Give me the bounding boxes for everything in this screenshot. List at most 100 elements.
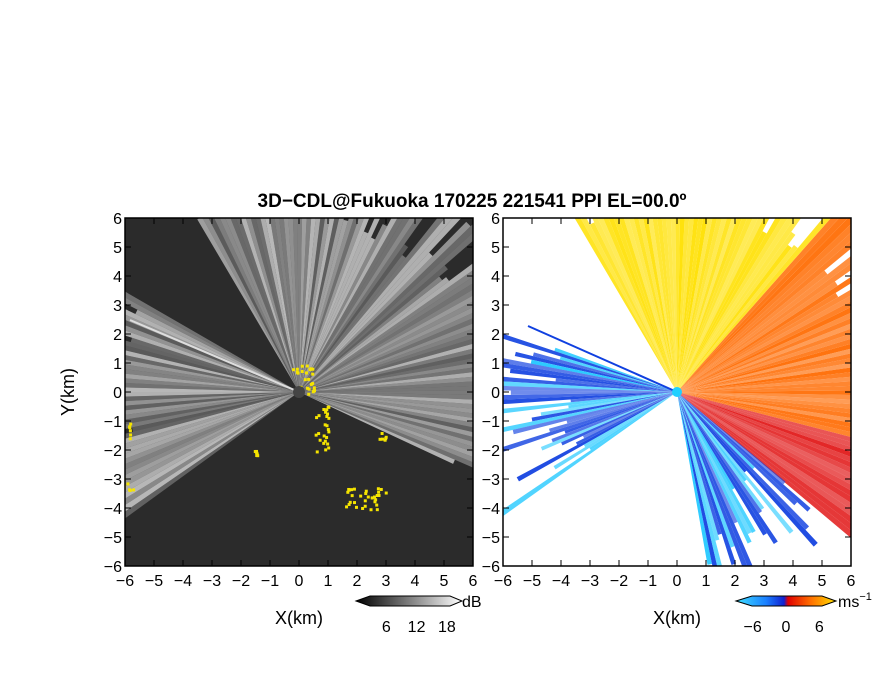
backscatter-echo-pixel <box>380 437 384 441</box>
velocity-beam-ray <box>503 381 677 392</box>
backscatter-beam-ray <box>299 221 471 392</box>
backscatter-echo-pixel <box>323 439 327 443</box>
backscatter-beam-ray <box>125 350 299 392</box>
velocity-beam-ray <box>677 392 756 534</box>
velocity-beam-ray <box>581 218 677 392</box>
velocity-beam-ray <box>503 392 677 452</box>
backscatter-y-tick-label: −1 <box>104 414 122 431</box>
velocity-beam-ray <box>677 392 851 437</box>
velocity-beam-ray <box>677 348 851 392</box>
velocity-beam-ray <box>677 392 810 530</box>
backscatter-echo-pixel <box>315 450 319 454</box>
backscatter-beam-ray <box>125 345 299 392</box>
backscatter-echo-pixel <box>326 412 330 416</box>
backscatter-beam-ray <box>125 392 299 397</box>
velocity-y-tick-label: 5 <box>491 240 500 257</box>
velocity-beam-ray <box>677 231 767 392</box>
velocity-beam-ray <box>677 392 738 524</box>
velocity-beam-ray <box>677 392 720 541</box>
backscatter-beam-ray <box>235 218 299 392</box>
backscatter-beam-ray <box>125 369 299 392</box>
backscatter-echo-pixel <box>380 431 384 435</box>
backscatter-beam-ray <box>297 218 303 392</box>
backscatter-echo-pixel <box>311 372 315 376</box>
backscatter-beam-ray <box>125 387 299 392</box>
backscatter-beam-ray <box>299 392 473 409</box>
velocity-y-tick-label: −3 <box>482 472 500 489</box>
velocity-x-tick-label: −1 <box>639 573 657 590</box>
velocity-beam-ray <box>677 392 794 534</box>
backscatter-beam-ray <box>135 309 299 392</box>
backscatter-y-tick-label: 0 <box>113 385 122 402</box>
backscatter-beam-ray <box>288 218 299 392</box>
velocity-y-tick-label: −6 <box>482 559 500 576</box>
velocity-beam-ray <box>677 392 851 491</box>
backscatter-echo-pixel <box>377 490 381 494</box>
backscatter-echo-pixel <box>256 454 260 458</box>
colorbar-tick-label: 18 <box>438 619 456 636</box>
backscatter-echo-pixel <box>348 500 352 504</box>
backscatter-x-tick-label: 3 <box>382 573 391 590</box>
backscatter-beam-ray <box>125 330 299 392</box>
backscatter-beam-ray <box>299 367 473 392</box>
backscatter-echo-pixel <box>352 487 356 491</box>
backscatter-echo-pixel <box>375 494 379 498</box>
backscatter-y-tick-label: 3 <box>113 298 122 315</box>
velocity-beam-ray <box>677 385 851 392</box>
backscatter-echo-pixel <box>364 491 368 495</box>
figure-title: 3D−CDL@Fukuoka 170225 221541 PPI EL=00.0… <box>258 191 687 212</box>
backscatter-beam-ray <box>299 218 312 392</box>
velocity-beam-ray <box>677 392 722 535</box>
backscatter-beam-ray <box>299 231 369 392</box>
velocity-beam-ray <box>514 351 677 392</box>
backscatter-beam-ray <box>299 277 450 392</box>
backscatter-echo-pixel <box>324 410 328 414</box>
velocity-beam-ray <box>618 218 677 392</box>
backscatter-echo-pixel <box>374 498 378 502</box>
backscatter-x-tick-label: 6 <box>469 573 478 590</box>
velocity-colorbar: −6 0 6 ms−1 <box>734 591 872 636</box>
velocity-beam-ray <box>540 392 677 416</box>
backscatter-echo-pixel <box>128 426 132 430</box>
velocity-beam-ray <box>503 392 677 414</box>
velocity-beam-ray <box>555 378 677 392</box>
backscatter-echo-pixel <box>384 491 388 495</box>
velocity-beam-ray <box>677 218 743 392</box>
backscatter-y-tick-label: 1 <box>113 356 122 373</box>
backscatter-beam-ray <box>125 392 299 487</box>
velocity-beam-ray <box>677 276 851 392</box>
backscatter-beam-ray <box>299 223 473 392</box>
backscatter-beam-ray <box>299 223 388 392</box>
velocity-beam-ray <box>677 392 722 566</box>
velocity-x-tick-label: −4 <box>552 573 570 590</box>
velocity-beam-ray <box>677 323 851 392</box>
velocity-beam-ray <box>677 333 851 392</box>
backscatter-beam-ray <box>299 218 316 392</box>
velocity-beam-ray <box>677 392 851 409</box>
velocity-beam-ray <box>666 218 677 392</box>
colorbar-tick-label: 12 <box>408 619 426 636</box>
backscatter-echo-pixel <box>128 488 132 492</box>
velocity-beam-ray <box>633 218 677 392</box>
velocity-beam-ray <box>564 392 677 434</box>
backscatter-echo-pixel <box>347 502 351 506</box>
velocity-beam-ray <box>559 356 677 392</box>
backscatter-y-tick-label: −5 <box>104 530 122 547</box>
backscatter-beam-ray <box>125 340 299 392</box>
backscatter-echo-pixel <box>350 488 354 492</box>
velocity-beam-ray <box>677 218 851 392</box>
velocity-beams <box>503 218 851 566</box>
backscatter-echo-pixel <box>315 416 319 420</box>
velocity-y-tick-label: −2 <box>482 443 500 460</box>
velocity-colorbar-unit: ms−1 <box>838 591 872 611</box>
backscatter-echo-pixel <box>303 378 307 382</box>
velocity-beam-ray <box>677 328 851 392</box>
backscatter-beam-ray <box>299 390 473 396</box>
velocity-axis-ticks: −6−6 −5 −5 −4 −4 −3 −3 −2 −2 −1 −1 0 0 1 1 2 2 3 3 4 4 5 5 6 6 <box>482 211 856 590</box>
backscatter-beam-ray <box>125 392 299 512</box>
velocity-beam-ray <box>643 218 677 392</box>
backscatter-beam-ray <box>279 218 299 392</box>
colorbar-tick-label: 0 <box>782 619 791 636</box>
backscatter-beam-ray <box>265 218 299 392</box>
velocity-beam-ray <box>589 392 677 451</box>
